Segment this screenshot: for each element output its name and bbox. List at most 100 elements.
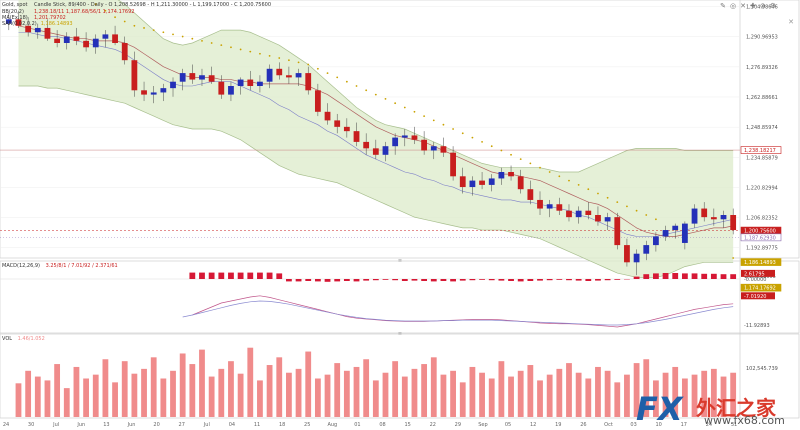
volume-bar — [604, 370, 611, 417]
candle-body — [73, 36, 80, 41]
volume-bar — [401, 376, 408, 417]
volume-bar — [343, 370, 350, 417]
candle-body — [691, 208, 698, 224]
sar-dot — [626, 205, 628, 208]
sar-dot — [500, 149, 503, 152]
sar-dot — [104, 9, 107, 12]
macd-axis-marker — [741, 292, 775, 300]
volume-bar — [237, 373, 244, 417]
x-tick-label: Jun — [76, 422, 85, 428]
volume-bar — [189, 364, 196, 417]
x-tick-label: 29 — [455, 422, 461, 428]
candle-body — [430, 146, 437, 151]
volume-label: VOL — [2, 336, 13, 342]
sar-dot — [432, 119, 435, 122]
volume-bar — [450, 370, 456, 417]
sar-dot — [471, 136, 474, 139]
candle-body — [257, 81, 263, 86]
macd-histogram-bar — [372, 279, 379, 281]
volume-value: 1.46/1.052 — [17, 336, 45, 342]
candle-body — [556, 204, 563, 211]
candle-body — [653, 236, 659, 246]
x-icon[interactable]: ✕ — [740, 2, 750, 10]
sar-dot — [423, 115, 426, 117]
sar-dot — [114, 16, 116, 19]
macd-histogram-bar — [662, 273, 669, 279]
sar-dot — [365, 89, 368, 92]
x-tick-label: 12 — [530, 422, 536, 428]
macd-histogram-bar — [382, 279, 389, 280]
sar-dot — [220, 44, 223, 47]
plus-icon[interactable]: ✚ — [749, 2, 760, 10]
macd-line — [192, 295, 734, 328]
sar-dot — [519, 158, 522, 161]
chart-toolbar: ✎◎✕✚⊘⚙ — [720, 2, 780, 10]
price-marker-box — [740, 283, 782, 292]
candle-body — [662, 230, 669, 237]
macd-histogram-bar — [430, 279, 437, 282]
sar-dot — [259, 52, 261, 55]
candle-body — [382, 146, 389, 155]
target-icon[interactable]: ◎ — [729, 2, 741, 10]
bb-values: 1,238.18/11 1,187.68/56/1 1,174.17692 — [34, 9, 135, 15]
volume-bar — [34, 376, 41, 417]
volume-bar — [131, 373, 138, 417]
volume-bar — [421, 364, 428, 417]
macd-histogram-bar — [517, 279, 524, 282]
candle-body — [372, 148, 379, 155]
price-marker-label: 1,187.62930 — [744, 235, 776, 241]
candle-body — [546, 204, 553, 209]
ma-value: 1,201.79702 — [34, 15, 66, 21]
candle-body — [459, 176, 466, 188]
macd-histogram-bar — [353, 279, 360, 282]
macd-values: 3.25/8/1 / 7.01/92 / 2.371/61 — [45, 263, 118, 269]
volume-bar — [92, 374, 99, 417]
volume-bar — [517, 370, 524, 417]
macd-histogram-bar — [401, 279, 408, 281]
candle-body — [295, 73, 302, 78]
volume-bar — [257, 380, 263, 417]
link-icon[interactable]: ⊘ — [759, 2, 770, 10]
sar-dot — [374, 93, 377, 96]
volume-bar — [508, 376, 514, 417]
candle-body — [681, 223, 688, 243]
candle-body — [334, 120, 341, 127]
volume-bar — [334, 363, 341, 417]
macd-axis-label: -7.01920 — [744, 294, 766, 300]
macd-histogram-bar — [508, 279, 514, 281]
volume-bar — [73, 366, 80, 417]
sar-dot — [336, 76, 339, 79]
candle-body — [189, 73, 196, 80]
candle-body — [54, 38, 61, 43]
macd-histogram-bar — [257, 272, 263, 279]
sar-dot — [510, 153, 512, 156]
pencil-icon[interactable]: ✎ — [720, 2, 730, 10]
sar-dot — [539, 166, 541, 169]
candle-body — [63, 36, 70, 43]
macd-label: MACD(12,26,9) — [2, 263, 40, 269]
sar-dot — [461, 132, 464, 135]
candle-body — [208, 75, 215, 82]
candle-body — [595, 215, 601, 222]
gear-icon[interactable]: ⚙ — [769, 2, 780, 10]
close-icon[interactable]: ✕ — [788, 18, 794, 26]
x-tick-label: 30 — [28, 422, 34, 428]
x-tick-label: 01 — [354, 422, 360, 428]
candle-body — [488, 178, 495, 185]
candle-body — [150, 92, 157, 95]
volume-bar — [141, 368, 147, 417]
sar-dot — [635, 209, 638, 212]
volume-bar — [585, 378, 592, 417]
x-tick-label: 11 — [254, 422, 260, 428]
macd-histogram-bar — [604, 279, 611, 281]
volume-bar — [382, 372, 389, 417]
volume-bar — [295, 368, 302, 417]
macd-histogram-bar — [537, 279, 543, 281]
volume-bar — [720, 376, 727, 417]
volume-bar — [44, 380, 51, 417]
indicator-legend: BB(20,2) 1,238.18/11 1,187.68/56/1 1,174.… — [2, 9, 134, 27]
x-tick-label: Oct — [604, 422, 613, 428]
price-marker-box — [740, 233, 782, 242]
sar-dot — [133, 24, 136, 27]
candle-body — [401, 135, 408, 138]
